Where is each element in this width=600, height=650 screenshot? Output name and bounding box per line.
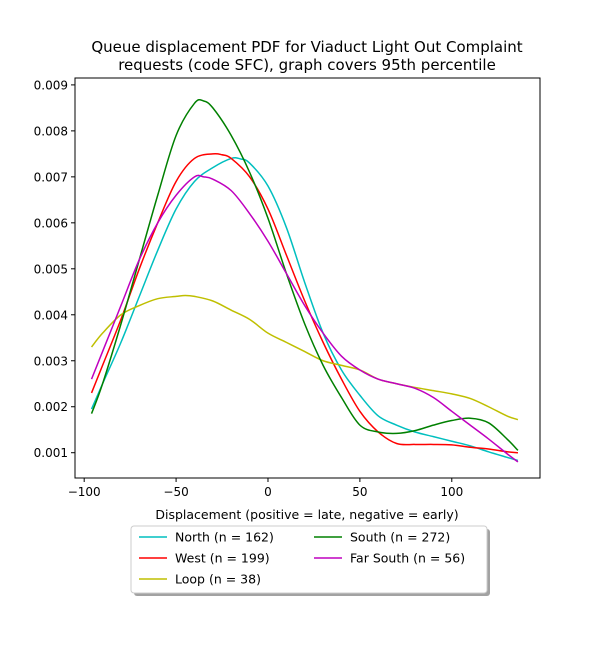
- series-line-loop: [90, 294, 519, 421]
- x-tick-label: −100: [68, 485, 101, 499]
- y-tick-label: 0.008: [34, 124, 68, 138]
- legend-label-south: South (n = 272): [350, 530, 450, 545]
- legend-label-loop: Loop (n = 38): [175, 572, 261, 587]
- y-tick-label: 0.009: [34, 78, 68, 92]
- x-tick-label: 100: [440, 485, 463, 499]
- x-axis: −100 −50 0 50 100: [68, 478, 463, 499]
- series-line-south: [90, 98, 519, 451]
- legend-box: [130, 525, 488, 594]
- legend-label-north: North (n = 162): [175, 530, 274, 545]
- chart-title-line-1: Queue displacement PDF for Viaduct Light…: [91, 38, 522, 56]
- y-axis: 0.001 0.002 0.003 0.004 0.005 0.006 0.007 0.008…: [34, 78, 75, 460]
- x-tick-label: 50: [352, 485, 367, 499]
- plot-frame: [74, 77, 541, 479]
- legend-label-far-south: Far South (n = 56): [350, 551, 465, 566]
- y-tick-label: 0.001: [34, 446, 68, 460]
- series-line-west: [90, 152, 519, 454]
- chart-title-line-2: requests (code SFC), graph covers 95th p…: [118, 56, 496, 74]
- y-tick-label: 0.005: [34, 262, 68, 276]
- y-tick-label: 0.006: [34, 216, 68, 230]
- legend-label-west: West (n = 199): [175, 551, 270, 566]
- y-tick-label: 0.007: [34, 170, 68, 184]
- y-tick-label: 0.002: [34, 400, 68, 414]
- series-line-north: [90, 157, 519, 462]
- y-tick-label: 0.004: [34, 308, 68, 322]
- y-tick-label: 0.003: [34, 354, 68, 368]
- x-tick-label: −50: [163, 485, 188, 499]
- legend: North (n = 162) West (n = 199) Loop (n = 3…: [130, 525, 490, 596]
- series-line-far-south: [90, 174, 519, 463]
- series-layer: [90, 98, 519, 463]
- x-axis-label: Displacement (positive = late, negative …: [155, 507, 458, 522]
- x-tick-label: 0: [264, 485, 272, 499]
